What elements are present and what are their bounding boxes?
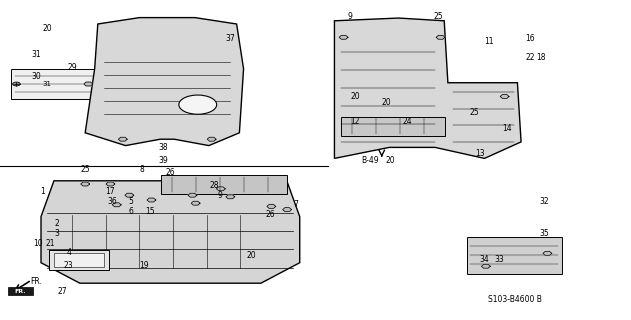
- Bar: [161, 175, 287, 194]
- Text: FR.: FR.: [31, 277, 42, 286]
- Text: 25: 25: [80, 165, 90, 174]
- Bar: [49, 250, 109, 270]
- Bar: [467, 237, 562, 274]
- Polygon shape: [436, 36, 445, 39]
- Polygon shape: [339, 36, 348, 39]
- Text: 2: 2: [54, 220, 59, 228]
- Text: 1: 1: [40, 188, 45, 196]
- Text: 25: 25: [433, 12, 444, 20]
- Bar: [11, 69, 100, 99]
- Text: 39: 39: [158, 156, 168, 164]
- Text: 23: 23: [63, 261, 73, 270]
- Text: 36: 36: [107, 197, 117, 206]
- Text: 30: 30: [31, 72, 41, 81]
- Text: 20: 20: [385, 156, 395, 164]
- Text: S103-B4600 B: S103-B4600 B: [488, 295, 541, 304]
- Text: 20: 20: [42, 24, 52, 33]
- Text: 11: 11: [484, 37, 494, 46]
- Text: 31: 31: [42, 81, 51, 87]
- Text: 31: 31: [31, 50, 41, 59]
- Text: 14: 14: [502, 124, 512, 132]
- Text: 21: 21: [45, 239, 56, 248]
- Polygon shape: [125, 193, 134, 197]
- Circle shape: [179, 95, 216, 114]
- Polygon shape: [191, 201, 200, 205]
- Text: 4: 4: [67, 248, 72, 257]
- Text: 29: 29: [68, 63, 78, 72]
- Polygon shape: [112, 203, 121, 207]
- Polygon shape: [119, 137, 127, 141]
- Text: 33: 33: [495, 255, 505, 264]
- Text: 6: 6: [129, 207, 134, 216]
- Text: 12: 12: [350, 117, 360, 126]
- Polygon shape: [188, 193, 197, 197]
- Text: 25: 25: [469, 108, 480, 116]
- PathPatch shape: [334, 18, 521, 158]
- Polygon shape: [207, 137, 216, 141]
- Text: 8: 8: [139, 165, 144, 174]
- Text: 22: 22: [525, 53, 535, 62]
- Circle shape: [13, 82, 20, 86]
- Text: 20: 20: [246, 252, 256, 260]
- Polygon shape: [84, 82, 93, 86]
- Text: 27: 27: [57, 287, 67, 296]
- Polygon shape: [500, 94, 509, 99]
- Text: 38: 38: [158, 143, 168, 152]
- Text: 16: 16: [525, 34, 535, 43]
- Text: 10: 10: [33, 239, 43, 248]
- Text: 32: 32: [539, 197, 549, 206]
- Text: 34: 34: [480, 255, 490, 264]
- Text: 19: 19: [139, 261, 149, 270]
- Bar: [54, 253, 104, 267]
- Polygon shape: [106, 182, 115, 186]
- Polygon shape: [216, 187, 225, 191]
- Text: 5: 5: [129, 197, 134, 206]
- Text: 18: 18: [536, 53, 546, 62]
- Polygon shape: [481, 264, 490, 268]
- Text: 17: 17: [105, 188, 115, 196]
- Polygon shape: [283, 208, 292, 212]
- Text: B-49: B-49: [362, 156, 379, 164]
- Text: 7: 7: [293, 200, 298, 209]
- Text: 13: 13: [475, 149, 485, 158]
- Text: 35: 35: [539, 229, 549, 238]
- Polygon shape: [543, 252, 551, 255]
- Polygon shape: [81, 182, 90, 186]
- Bar: [8, 287, 33, 295]
- Text: 9: 9: [348, 12, 353, 20]
- PathPatch shape: [41, 181, 300, 283]
- Polygon shape: [147, 198, 156, 202]
- Polygon shape: [267, 204, 276, 208]
- PathPatch shape: [85, 18, 244, 146]
- Text: 20: 20: [350, 92, 360, 100]
- Bar: [341, 117, 445, 136]
- Text: 24: 24: [402, 117, 412, 126]
- Text: 20: 20: [382, 98, 392, 107]
- Text: 15: 15: [145, 207, 155, 216]
- Polygon shape: [226, 195, 235, 199]
- Text: FR.: FR.: [15, 289, 26, 294]
- Text: 3: 3: [54, 229, 59, 238]
- Text: 26: 26: [165, 168, 175, 177]
- Text: 26: 26: [265, 210, 275, 219]
- Text: 9: 9: [217, 191, 222, 200]
- Text: 28: 28: [209, 181, 220, 190]
- Text: 37: 37: [225, 34, 235, 43]
